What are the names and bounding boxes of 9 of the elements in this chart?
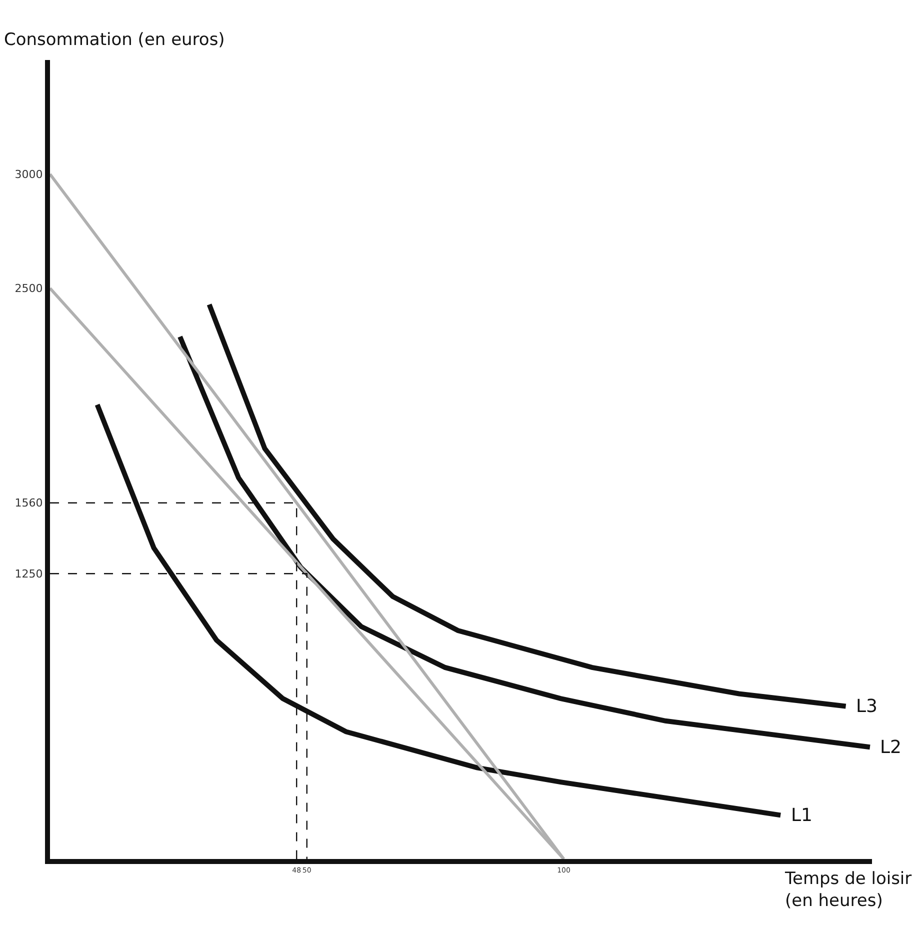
y-tick-label: 1250 xyxy=(14,567,43,580)
y-tick-label: 2500 xyxy=(14,282,43,296)
x-axis-title: Temps de loisir (en heures) xyxy=(784,869,912,912)
y-tick-label: 3000 xyxy=(14,168,43,181)
y-axis-title: Consommation (en euros) xyxy=(4,30,225,50)
series-label: L1 xyxy=(791,805,812,826)
series-label: L3 xyxy=(856,696,878,717)
series-label: L2 xyxy=(880,737,902,758)
y-tick-label: 1560 xyxy=(14,496,43,510)
